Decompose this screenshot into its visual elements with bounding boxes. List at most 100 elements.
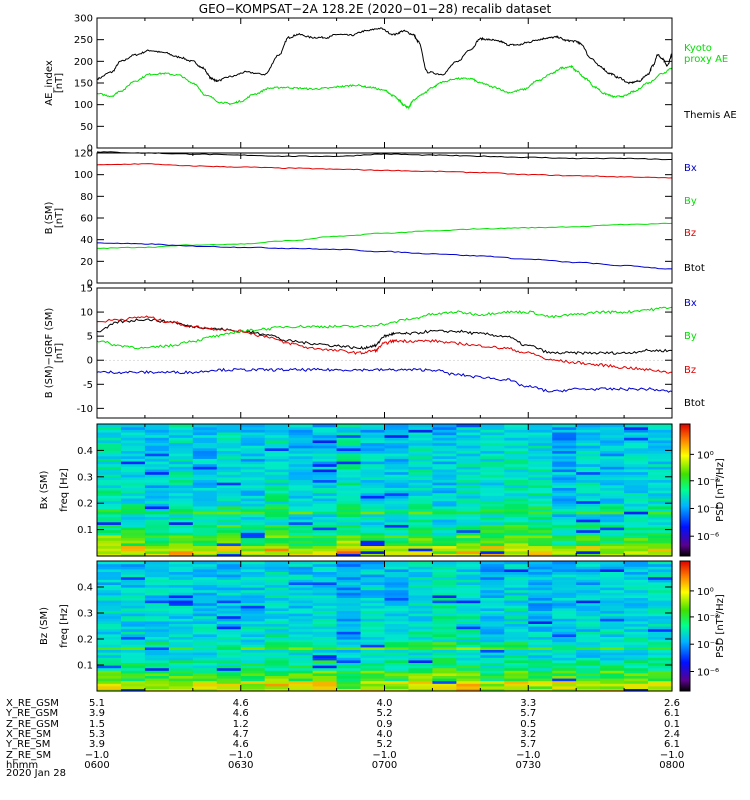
spectrogram-cell [336, 636, 362, 640]
spectrogram-cell [432, 497, 457, 502]
spectrogram-cell [408, 437, 434, 441]
spectrogram-cell [432, 678, 457, 682]
spectrogram-cell [288, 537, 314, 541]
spectrogram-cell [288, 503, 314, 507]
spectrogram-cell [456, 468, 481, 473]
spectrogram-cell [648, 568, 673, 572]
spectrogram-cell [120, 442, 146, 446]
spectrogram-cell [648, 685, 673, 689]
spectrogram-cell [312, 553, 338, 557]
spectrogram-cell [552, 605, 577, 609]
spectrogram-cell [168, 476, 194, 481]
spectrogram-cell [456, 429, 481, 433]
spectrogram-cell [97, 455, 122, 459]
spectrogram-cell [168, 592, 194, 596]
spectrogram-cell [240, 646, 266, 650]
spectrogram-cell [312, 450, 338, 454]
y-tick-label: 0 [87, 144, 93, 155]
spectrogram-cell [576, 685, 601, 689]
spectrogram-cell [600, 474, 625, 478]
spectrogram-cell [144, 545, 170, 549]
spectrogram-cell [480, 453, 505, 457]
spectrogram-cell [264, 579, 290, 583]
spectrogram-cell [384, 574, 410, 578]
spectrogram-cell [504, 458, 529, 462]
spectrogram-cell [240, 613, 266, 617]
spectrogram-cell [240, 471, 266, 475]
spectrogram-cell [288, 678, 314, 682]
spectrogram-cell [120, 665, 146, 669]
spectrogram-cell [480, 654, 505, 658]
spectrogram-cell [216, 471, 242, 475]
spectrogram-cell [552, 497, 577, 502]
spectrogram-cell [168, 602, 194, 606]
spectrogram-cell [528, 662, 553, 666]
spectrogram-cell [480, 492, 505, 496]
spectrogram-cell [648, 665, 673, 669]
spectrogram-cell [264, 667, 290, 671]
spectrogram-cell [528, 631, 553, 635]
spectrogram-cell [288, 434, 314, 438]
spectrogram-cell [408, 434, 434, 438]
spectrogram-cell [552, 550, 577, 554]
spectrogram-cell [312, 445, 338, 449]
spectrogram-cell [528, 579, 553, 583]
spectrogram-cell [336, 495, 362, 499]
spectrogram-cell [552, 672, 577, 676]
spectrogram-cell [624, 497, 649, 502]
spectrogram-cell [97, 516, 122, 520]
spectrogram-cell [192, 670, 218, 674]
spectrogram-cell [408, 550, 434, 554]
colorbar [679, 423, 691, 557]
orbit-value: 4.7 [232, 728, 249, 740]
spectrogram-cell [456, 450, 481, 454]
spectrogram-cell [432, 662, 457, 666]
spectrogram-cell [408, 447, 434, 451]
spectrogram-cell [384, 597, 410, 601]
spectrogram-cell [216, 519, 242, 523]
spectrogram-cell [408, 526, 434, 531]
spectrogram-cell [432, 460, 457, 465]
spectrogram-cell [120, 587, 146, 591]
spectrogram-cell [648, 639, 673, 643]
spectrogram-cell [624, 602, 649, 606]
spectrogram-cell [504, 424, 529, 428]
spectrogram-cell [552, 521, 577, 525]
spectrogram-cell [312, 662, 338, 666]
spectrogram-cell [288, 563, 314, 567]
spectrogram-cell [168, 607, 194, 611]
spectrogram-cell [120, 548, 146, 552]
spectrogram-cell [384, 492, 410, 496]
spectrogram-cell [600, 424, 625, 428]
spectrogram-cell [624, 592, 649, 596]
spectrogram-cell [168, 633, 194, 637]
spectrogram-cell [144, 626, 170, 630]
spectrogram-cell [120, 434, 146, 438]
spectrogram-cell [360, 460, 386, 465]
spectrogram-cell [168, 675, 194, 679]
spectrogram-cell [600, 636, 625, 640]
spectrogram-cell [504, 503, 529, 507]
spectrogram-cell [312, 548, 338, 552]
y-tick-label: 5 [87, 332, 93, 343]
spectrogram-cell [240, 458, 266, 462]
spectrogram-cell [384, 685, 410, 689]
spectrogram-cell [528, 683, 553, 687]
spectrogram-cell [624, 447, 649, 451]
spectrogram-cell [384, 644, 410, 648]
spectrogram-cell [144, 497, 170, 502]
spectrogram-cell [576, 453, 601, 457]
spectrogram-cell [648, 442, 673, 446]
spectrogram-cell [648, 482, 673, 486]
spectrogram-cell [288, 644, 314, 648]
spectrogram-cell [384, 458, 410, 462]
spectrogram-cell [552, 675, 577, 679]
spectrogram-cell [624, 672, 649, 676]
spectrogram-cell [336, 602, 362, 606]
spectrogram-cell [288, 639, 314, 643]
spectrogram-cell [216, 688, 242, 692]
spectrogram-cell [264, 482, 290, 486]
spectrogram-cell [336, 466, 362, 470]
spectrogram-cell [312, 529, 338, 533]
spectrogram-cell [384, 662, 410, 666]
